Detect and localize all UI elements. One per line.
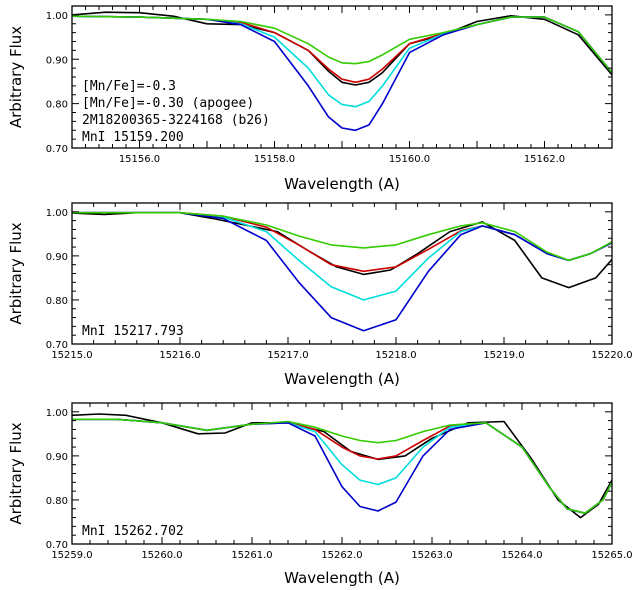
x-tick-label: 15262.0 xyxy=(321,550,362,561)
y-tick-label: 0.80 xyxy=(46,296,68,307)
x-tick-label: 15162.0 xyxy=(524,154,565,165)
x-tick-label: 15261.0 xyxy=(231,550,272,561)
annotation-text: [Mn/Fe]=-0.3 xyxy=(82,79,176,94)
series-line-1 xyxy=(72,11,612,86)
series-line-4 xyxy=(72,211,612,332)
x-tick-label: 15263.0 xyxy=(411,550,452,561)
y-tick-label: 1.00 xyxy=(46,408,68,419)
x-axis-label: Wavelength (A) xyxy=(284,370,400,388)
series-line-3 xyxy=(72,418,612,514)
x-tick-label: 15260.0 xyxy=(141,550,182,561)
y-axis-label: Arbitrary Flux xyxy=(7,26,25,128)
chart-panel-3: 15259.0 15260.0 15261.0 15262.0 15263.0 15264… xyxy=(7,402,633,587)
x-tick-label: 15217.0 xyxy=(267,350,308,361)
chart-panel-2: 15215.0 15216.0 15217.0 15218.0 15219.0 15220… xyxy=(7,202,633,388)
annotation-text: MnI 15217.793 xyxy=(82,324,184,339)
y-tick-label: 0.90 xyxy=(46,452,68,463)
series-line-4 xyxy=(72,418,612,514)
y-tick-label: 0.70 xyxy=(46,340,68,351)
y-tick-label: 0.70 xyxy=(46,144,68,155)
x-tick-label: 15218.0 xyxy=(375,350,416,361)
y-tick-label: 0.80 xyxy=(46,496,68,507)
x-tick-label: 15160.0 xyxy=(389,154,430,165)
annotation-text: [Mn/Fe]=-0.30 (apogee) xyxy=(82,96,254,111)
y-tick-label: 0.90 xyxy=(46,55,68,66)
y-tick-label: 0.90 xyxy=(46,252,68,263)
series-line-5 xyxy=(72,15,612,74)
y-tick-label: 1.00 xyxy=(46,208,68,219)
x-axis-label: Wavelength (A) xyxy=(284,569,400,587)
annotation-text: MnI 15159.200 xyxy=(82,130,184,145)
series-line-5 xyxy=(72,211,612,262)
annotation-text: MnI 15262.702 xyxy=(82,524,184,539)
x-tick-label: 15219.0 xyxy=(483,350,524,361)
y-axis-label: Arbitrary Flux xyxy=(7,222,25,324)
series-line-5 xyxy=(72,418,612,514)
annotation-text: 2M18200365-3224168 (b26) xyxy=(82,113,270,128)
x-tick-label: 15216.0 xyxy=(159,350,200,361)
y-tick-label: 0.80 xyxy=(46,100,68,111)
x-axis-label: Wavelength (A) xyxy=(284,175,400,193)
x-tick-label: 15259.0 xyxy=(51,550,92,561)
series-line-2 xyxy=(72,15,612,84)
x-tick-label: 15156.0 xyxy=(119,154,160,165)
x-tick-label: 15220.0 xyxy=(591,350,632,361)
x-tick-label: 15265.0 xyxy=(591,550,632,561)
x-tick-label: 15158.0 xyxy=(254,154,295,165)
series-line-1 xyxy=(72,211,612,289)
x-tick-label: 15215.0 xyxy=(51,350,92,361)
chart-panel-1: 15156.0 15158.0 15160.0 15162.0 0.70 0.80 0.90… xyxy=(7,5,613,193)
y-tick-label: 1.00 xyxy=(46,11,68,22)
plot-frame xyxy=(71,402,613,545)
series-line-3 xyxy=(72,211,612,301)
x-tick-label: 15264.0 xyxy=(501,550,542,561)
series-line-2 xyxy=(72,418,612,514)
y-tick-label: 0.70 xyxy=(46,540,68,551)
y-axis-label: Arbitrary Flux xyxy=(7,422,25,524)
series-line-1 xyxy=(72,413,612,519)
